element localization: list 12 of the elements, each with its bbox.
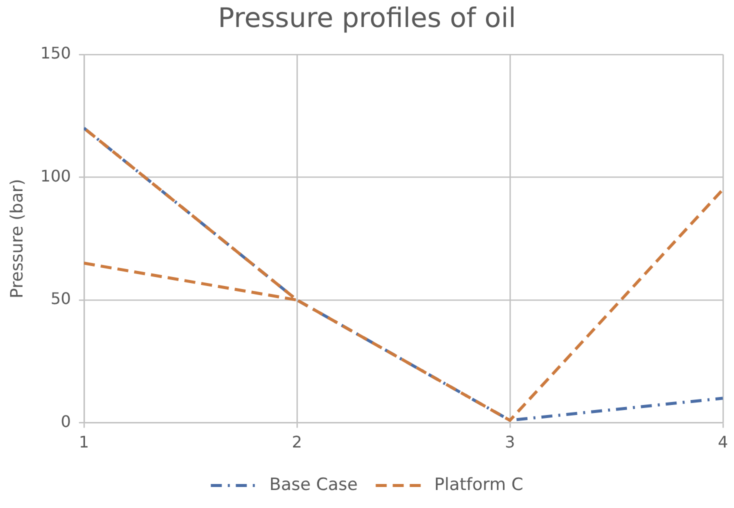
- x-tick-label: 2: [292, 432, 302, 452]
- x-tick-label: 1: [78, 432, 90, 452]
- y-tick-label: 0: [60, 412, 71, 431]
- y-axis-title: Pressure (bar): [8, 178, 28, 298]
- chart-title: Pressure profiles of oil: [218, 3, 516, 34]
- y-tick-label: 50: [50, 289, 71, 308]
- x-tick-label: 3: [504, 432, 516, 452]
- y-tick-label: 150: [40, 44, 71, 63]
- x-tick-label: 4: [718, 432, 728, 452]
- legend-label: Platform C: [434, 474, 524, 495]
- y-tick-label: 100: [40, 166, 71, 186]
- legend-label: Base Case: [269, 474, 358, 495]
